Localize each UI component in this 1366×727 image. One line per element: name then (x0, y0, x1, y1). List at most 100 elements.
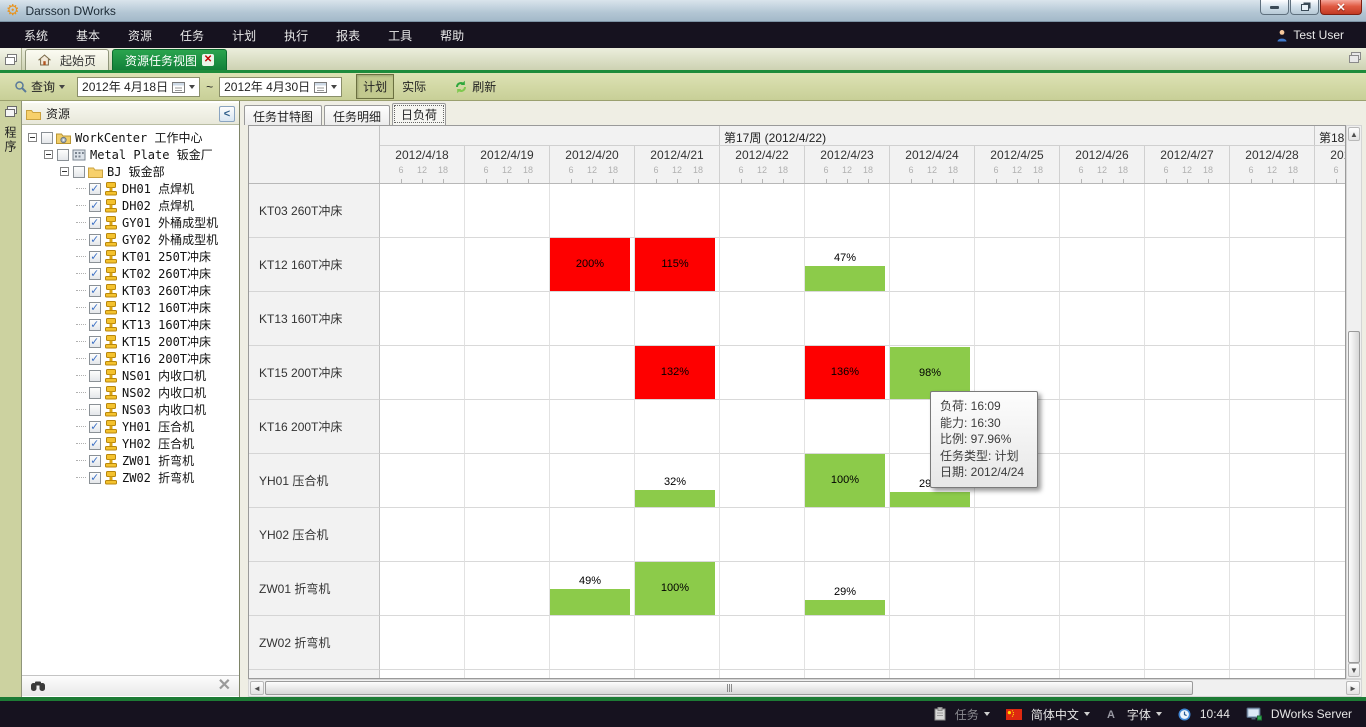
grid-cell[interactable] (1230, 562, 1315, 616)
grid-cell[interactable] (1145, 238, 1230, 292)
grid-cell[interactable] (890, 184, 975, 238)
menu-item-2[interactable]: 资源 (128, 28, 153, 43)
grid-cell[interactable] (465, 508, 550, 562)
grid-cell[interactable]: 136% (805, 346, 890, 400)
grid-cell[interactable] (720, 292, 805, 346)
toggle-button-actual[interactable]: 实际 (402, 80, 427, 94)
tree-node[interactable]: ZW02 折弯机 (22, 469, 239, 486)
dropdown-caret-icon[interactable] (1083, 712, 1090, 716)
tree-checkbox[interactable] (89, 419, 101, 433)
status-item-0[interactable]: 任务 (934, 706, 990, 723)
tree-checkbox[interactable] (89, 369, 101, 382)
grid-cell[interactable] (380, 454, 465, 508)
tree-checkbox[interactable] (89, 351, 101, 365)
grid-cell[interactable] (1060, 292, 1145, 346)
grid-cell[interactable] (550, 292, 635, 346)
load-bar[interactable] (805, 599, 885, 615)
grid-cell[interactable] (465, 454, 550, 508)
grid-cell[interactable] (805, 184, 890, 238)
grid-cell[interactable]: 132% (635, 346, 720, 400)
grid-cell[interactable] (1315, 562, 1345, 616)
tree-checkbox[interactable] (89, 334, 101, 348)
grid-cell[interactable] (1145, 292, 1230, 346)
collapse-panel-button[interactable]: < (219, 105, 235, 122)
grid-cell[interactable] (1230, 454, 1315, 508)
tree-checkbox[interactable] (89, 436, 101, 450)
grid-cell[interactable] (465, 562, 550, 616)
grid-cell[interactable] (1060, 616, 1145, 670)
grid-cell[interactable] (720, 616, 805, 670)
grid-cell[interactable] (550, 454, 635, 508)
tree-node[interactable]: KT13 160T冲床 (22, 316, 239, 333)
grid-cell[interactable] (550, 346, 635, 400)
grid-cell[interactable] (1230, 508, 1315, 562)
grid-cell[interactable]: 115% (635, 238, 720, 292)
grid-cell[interactable] (720, 670, 805, 678)
tree-node[interactable]: GY02 外桶成型机 (22, 231, 239, 248)
grid-cell[interactable] (635, 292, 720, 346)
tree-checkbox[interactable] (57, 148, 69, 161)
menu-item-7[interactable]: 工具 (388, 28, 413, 43)
grid-cell[interactable] (975, 454, 1060, 508)
grid-cell[interactable] (465, 670, 550, 678)
tree-node[interactable]: GY01 外桶成型机 (22, 214, 239, 231)
refresh-button[interactable]: 刷新 (448, 75, 502, 98)
menu-item-5[interactable]: 执行 (284, 28, 309, 43)
grid-cell[interactable] (550, 184, 635, 238)
grid-cell[interactable] (720, 562, 805, 616)
document-tab-1[interactable]: 资源任务视图 ✕ (112, 49, 228, 70)
tab-close-icon[interactable]: ✕ (202, 54, 215, 66)
grid-cell[interactable] (1315, 184, 1345, 238)
menu-item-3[interactable]: 任务 (180, 28, 205, 43)
close-search-icon[interactable]: ✕ (217, 677, 231, 694)
load-bar[interactable] (805, 266, 885, 291)
grid-cell[interactable] (720, 184, 805, 238)
grid-cell[interactable] (380, 346, 465, 400)
grid-cell[interactable] (1145, 616, 1230, 670)
grid-cell[interactable] (1230, 238, 1315, 292)
tree-node[interactable]: BJ 钣金部 (22, 163, 239, 180)
grid-cell[interactable] (1145, 400, 1230, 454)
tree-checkbox[interactable] (89, 249, 101, 263)
tree-node[interactable]: DH02 点焊机 (22, 197, 239, 214)
grid-cell[interactable] (975, 670, 1060, 678)
grid-cell[interactable] (1060, 670, 1145, 678)
grid-cell[interactable] (1060, 184, 1145, 238)
query-button[interactable]: 查询 (8, 75, 71, 98)
program-panel-tab[interactable]: 程序 (0, 101, 22, 697)
grid-cell[interactable] (1145, 346, 1230, 400)
dropdown-caret-icon[interactable] (331, 84, 338, 89)
load-bar[interactable] (635, 562, 715, 615)
grid-cell[interactable] (890, 670, 975, 678)
grid-cell[interactable] (380, 508, 465, 562)
grid-cell[interactable] (1230, 400, 1315, 454)
grid-cell[interactable] (1060, 238, 1145, 292)
tree-expander-icon[interactable] (44, 150, 53, 159)
menu-item-8[interactable]: 帮助 (440, 28, 465, 43)
grid-cell[interactable] (380, 400, 465, 454)
tree-node[interactable]: KT02 260T冲床 (22, 265, 239, 282)
tree-checkbox[interactable] (89, 386, 101, 399)
tree-node[interactable]: Metal Plate 钣金厂 (22, 146, 239, 163)
grid-cell[interactable] (890, 238, 975, 292)
tree-expander-icon[interactable] (60, 167, 69, 176)
grid-cell[interactable] (550, 616, 635, 670)
load-bar[interactable] (635, 490, 715, 507)
date-from-field[interactable]: 2012年 4月18日 (77, 76, 201, 97)
menu-item-6[interactable]: 报表 (336, 28, 361, 43)
grid-cell[interactable] (1060, 400, 1145, 454)
grid-cell[interactable] (805, 616, 890, 670)
grid-cell[interactable] (890, 616, 975, 670)
tree-checkbox[interactable] (89, 300, 101, 314)
grid-cell[interactable] (805, 292, 890, 346)
view-tab-0[interactable]: 任务甘特图 (244, 105, 323, 125)
vertical-scrollbar[interactable]: ▲ ▼ (1346, 125, 1362, 679)
grid-cell[interactable] (1315, 454, 1345, 508)
grid-cell[interactable] (720, 346, 805, 400)
grid-cell[interactable] (465, 400, 550, 454)
load-bar[interactable] (635, 238, 715, 291)
grid-cell[interactable] (635, 400, 720, 454)
grid-cell[interactable] (465, 292, 550, 346)
grid-cell[interactable] (890, 508, 975, 562)
tree-node[interactable]: NS01 内收口机 (22, 367, 239, 384)
